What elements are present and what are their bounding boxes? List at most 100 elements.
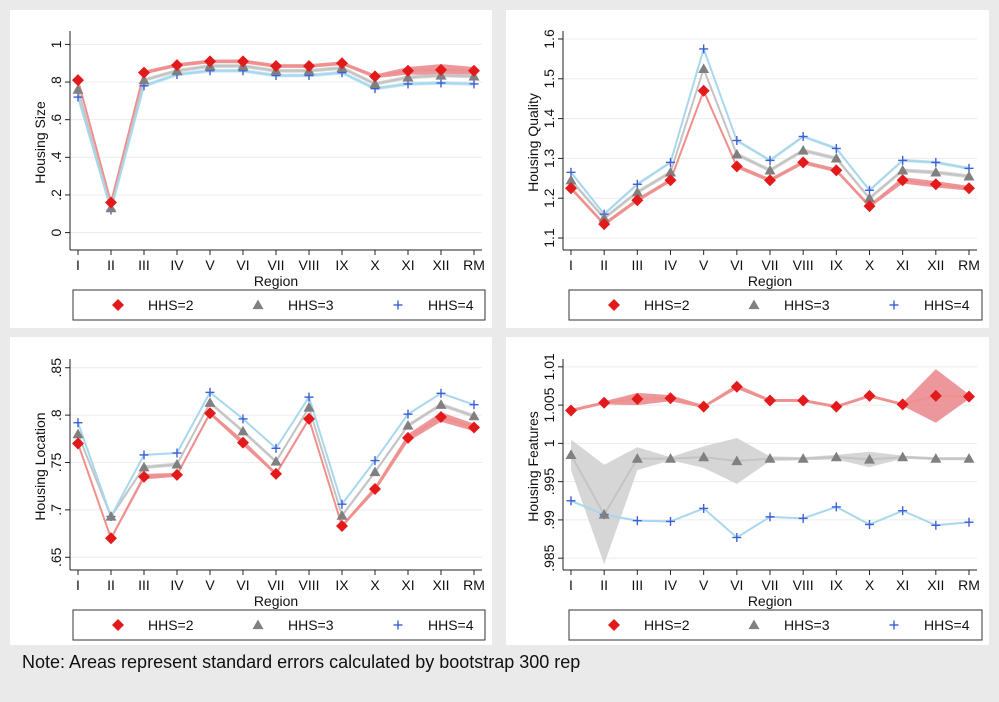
housing-quality-legend-hhs4-marker [889,300,899,310]
housing-features-hhs2-point [963,390,975,403]
housing-size-legend-hhs3-marker [252,299,264,310]
housing-quality-y-tick-label: 1.5 [541,69,557,89]
housing-size-hhs2-point [105,196,117,209]
housing-features-hhs3-point [598,509,610,519]
housing-size-x-tick-label: XI [401,257,414,273]
housing-size-hhs3-point [138,74,150,85]
housing-location-hhs4-point [337,499,347,509]
housing-features-y-tick-label: 1 [541,439,557,447]
housing-location-legend-hhs3-marker [252,619,264,630]
housing-location-hhs2-point [336,519,348,532]
housing-features-hhs2-point [565,404,577,417]
housing-quality-chart: 1.11.21.31.41.51.6I II III IV V VI VII VIII IX X X… [506,10,989,328]
housing-features-hhs4-point [666,516,675,526]
housing-size-legend-hhs3-label: HHS=3 [288,297,334,313]
housing-quality-legend-hhs4-label: HHS=4 [924,297,970,313]
housing-location-y-tick-label: .85 [48,358,64,378]
housing-features-hhs2-point [863,389,876,402]
housing-quality-hhs3-point [565,174,577,185]
housing-features-x-tick-label: II [600,577,608,593]
housing-location-x-tick-label: V [205,577,215,593]
housing-location-hhs3-point [138,461,150,472]
housing-size-panel [10,10,492,328]
housing-location-x-tick-label: I [76,577,80,593]
housing-size-legend-hhs4-marker [393,300,403,310]
housing-location-legend-hhs2-label: HHS=2 [148,617,194,633]
housing-quality-x-tick-label: XI [896,257,909,273]
housing-features-hhs3-point [631,453,643,463]
housing-quality-legend-hhs2-marker [608,299,620,311]
housing-location-chart: .65.7.75.8.85I II III IV V VI VII VIII IX X XI XII R… [10,337,492,645]
housing-location-hhs2-point [270,467,282,480]
housing-features-legend-hhs2-marker [608,619,620,631]
housing-features-x-tick-label: XII [927,577,944,593]
housing-size-x-tick-label: IX [335,257,349,273]
housing-features-hhs2-point [896,398,909,411]
housing-features-hhs2-point [730,380,743,393]
housing-features-y-tick-label: .985 [541,544,557,571]
housing-features-hhs3-point [565,449,577,459]
housing-quality-y-tick-label: 1.3 [541,148,557,168]
housing-location-legend-hhs4-label: HHS=4 [428,617,474,633]
housing-features-hhs4-point [931,520,941,530]
housing-location-x-tick-label: RM [463,577,485,593]
housing-location-hhs3-point [468,410,480,421]
housing-location-hhs3-point [369,466,381,477]
housing-quality-hhs3-point [797,144,809,155]
housing-size-hhs2-point [303,60,315,73]
housing-features-hhs2-point [697,400,710,413]
housing-size-hhs2-point [171,59,183,72]
housing-location-legend-hhs2-marker [112,619,124,631]
housing-quality-hhs3-point [930,166,942,177]
housing-size-hhs2-point [72,74,84,87]
housing-quality-hhs2-point [664,174,677,187]
housing-features-hhs2-point [764,394,776,407]
housing-location-hhs3-point [402,420,414,430]
housing-quality-hhs3-point [864,192,875,203]
housing-size-legend-hhs2-label: HHS=2 [148,297,194,313]
housing-quality-hhs4-point [666,157,675,167]
housing-features-x-tick-label: IX [830,577,844,593]
housing-quality-hhs4-point [765,155,775,165]
housing-quality-y-tick-label: 1.2 [541,188,557,208]
housing-location-hhs3-point [237,425,249,436]
housing-features-legend-hhs4-marker [889,620,899,630]
housing-quality-hhs2-point [631,194,644,207]
housing-quality-hhs2-point [730,160,743,173]
housing-quality-hhs2-point [598,218,611,231]
housing-location-hhs4-point [304,392,314,402]
housing-location-legend: HHS=2 HHS=3 HHS=4 [72,609,486,641]
housing-location-x-tick-label: X [370,577,380,593]
housing-features-x-tick-label: VIII [793,577,814,593]
housing-size-chart: 0.2.4.6.81I II III IV V VI VII VIII IX X XI XII RMRe… [10,10,492,328]
housing-quality-legend-box [568,289,983,321]
housing-location-hhs3-point [303,402,315,412]
housing-location-hhs2-point [303,412,315,425]
housing-quality-hhs3-point [598,212,610,223]
housing-location-hhs3-point [336,510,348,520]
housing-size-y-tick-label: .6 [48,114,64,126]
housing-quality-hhs2-point [797,156,810,169]
housing-location-hhs4-point [469,400,479,410]
housing-quality-x-tick-label: VII [761,257,778,273]
housing-size-hhs4-point [436,78,446,88]
housing-quality-x-tick-label: XII [927,257,944,273]
housing-features-x-tick-label: X [865,577,875,593]
housing-features-y-axis-title: Housing Features [525,411,541,522]
housing-location-legend-hhs3-label: HHS=3 [288,617,334,633]
housing-quality-y-tick-label: 1.6 [541,29,557,49]
housing-location-x-tick-label: VI [236,577,249,593]
housing-features-legend: HHS=2 HHS=3 HHS=4 [568,609,983,641]
housing-location-y-tick-label: .7 [48,504,64,516]
housing-quality-x-tick-label: X [865,257,875,273]
housing-location-hhs4-point [172,448,182,458]
housing-quality-hhs3-point [698,63,710,73]
housing-quality-hhs2-point [929,178,942,191]
housing-quality-hhs4-point [898,155,908,165]
housing-quality-hhs2-point [764,174,776,187]
housing-features-y-tick-label: 1.005 [541,387,557,422]
housing-quality-hhs3-point [631,186,643,197]
housing-features-x-tick-label: VII [761,577,778,593]
housing-quality-y-axis-title: Housing Quality [525,93,541,192]
